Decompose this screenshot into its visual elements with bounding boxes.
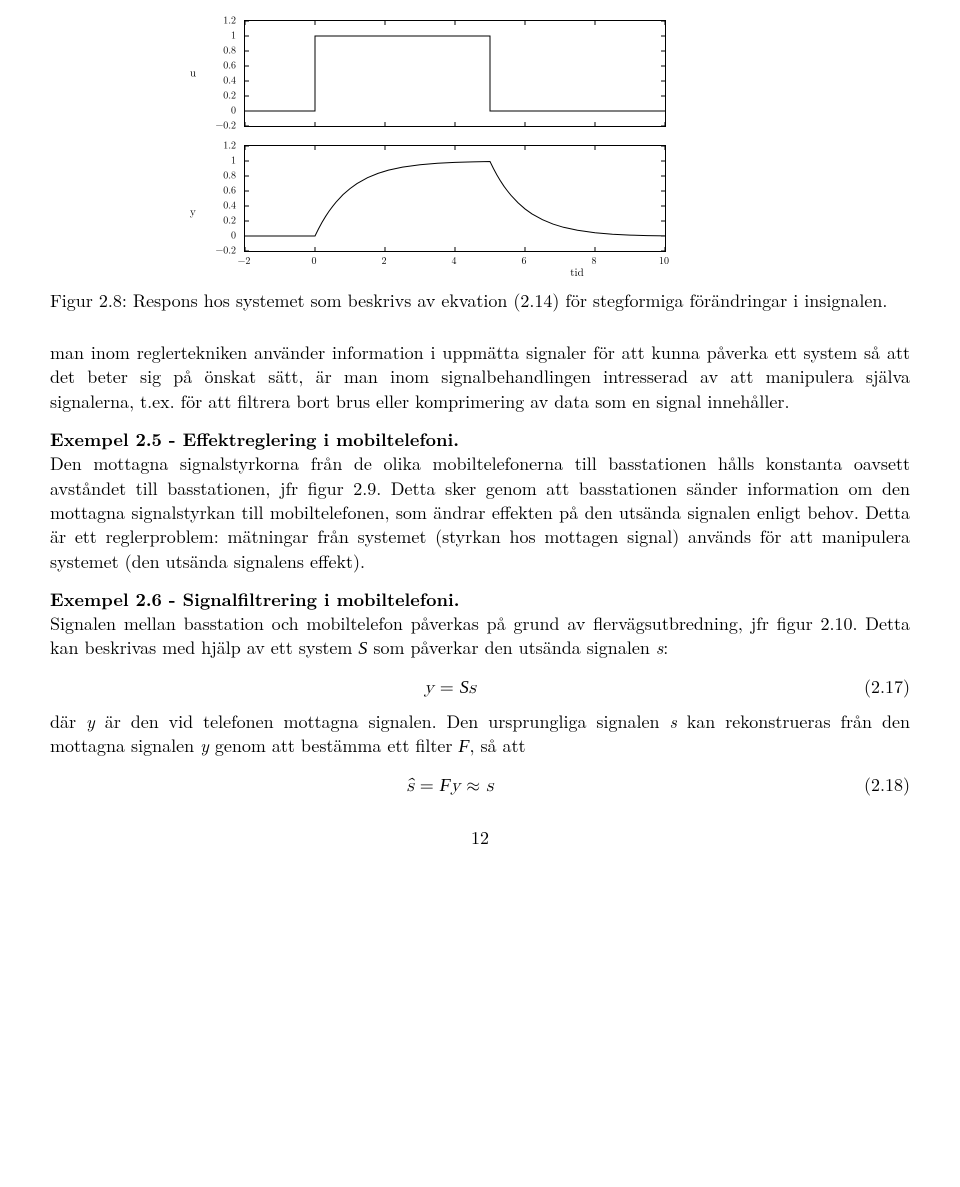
example-2-6: Exempel 2.6 - Signalfiltrering i mobilte… xyxy=(50,588,910,661)
paragraph-intro: man inom reglertekniken använder informa… xyxy=(50,341,910,414)
chart-y-plotbox xyxy=(244,145,666,252)
example-2-6-title: Exempel 2.6 - Signalfiltrering i mobilte… xyxy=(50,587,459,612)
equation-2-17-expr: y = Ss xyxy=(50,675,850,700)
chart-y: y −0.200.20.40.60.811.2 −20246810 tid xyxy=(210,145,910,281)
paragraph-after-217: där y är den vid telefonen mottagna sign… xyxy=(50,710,910,759)
equation-2-17-num: (2.17) xyxy=(850,675,910,699)
example-2-6-body-c: : xyxy=(663,635,668,660)
chart-y-xticks: −20246810 xyxy=(244,252,664,266)
chart-y-yticks: −0.200.20.40.60.811.2 xyxy=(210,145,240,250)
page-number: 12 xyxy=(50,826,910,850)
chart-y-ylabel: y xyxy=(190,206,196,221)
equation-2-18-num: (2.18) xyxy=(850,773,910,797)
equation-2-17: y = Ss (2.17) xyxy=(50,675,910,700)
chart-u: u −0.200.20.40.60.811.2 xyxy=(210,20,910,127)
chart-y-svg xyxy=(245,146,665,251)
equation-2-18: ŝ = Fy ≈ s (2.18) xyxy=(50,773,910,798)
figure-caption: Figur 2.8: Respons hos systemet som besk… xyxy=(50,289,910,313)
chart-u-plotbox xyxy=(244,20,666,127)
example-2-5-title: Exempel 2.5 - Effektreglering i mobiltel… xyxy=(50,427,459,452)
equation-2-18-expr: ŝ = Fy ≈ s xyxy=(50,773,850,798)
chart-y-xlabel: tid xyxy=(244,266,910,281)
chart-u-ylabel: u xyxy=(190,66,196,81)
sym-F: F xyxy=(458,736,469,756)
figure-charts: u −0.200.20.40.60.811.2 y −0.200.20.40.6… xyxy=(210,20,910,281)
var-y: y xyxy=(86,709,95,734)
example-2-6-body-b: som påverkar den utsända signalen xyxy=(367,635,655,660)
chart-u-yticks: −0.200.20.40.60.811.2 xyxy=(210,20,240,125)
chart-u-svg xyxy=(245,21,665,126)
example-2-5-body: Den mottagna signalstyrkorna från de oli… xyxy=(50,451,910,573)
example-2-5: Exempel 2.5 - Effektreglering i mobiltel… xyxy=(50,428,910,574)
